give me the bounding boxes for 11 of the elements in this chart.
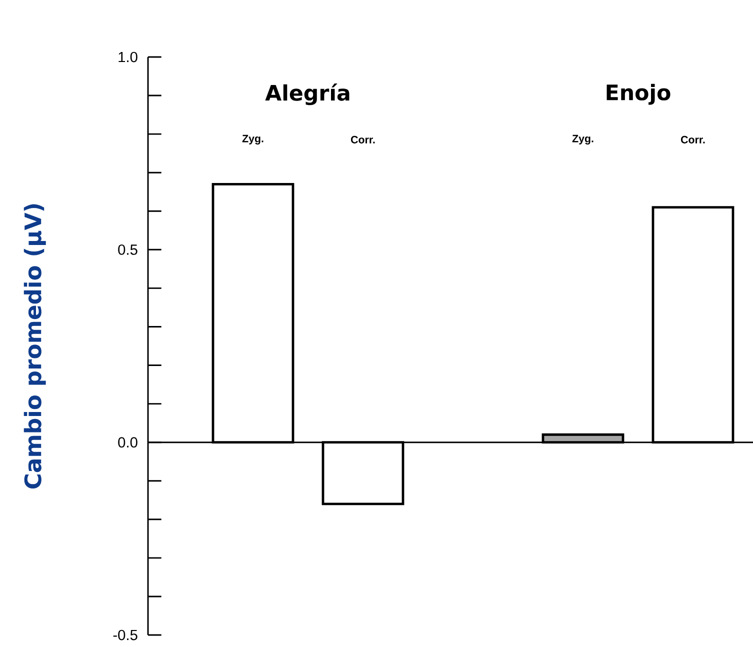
y-tick-label: 1.0: [118, 52, 138, 62]
annotation: Enojo: [606, 84, 670, 105]
y-axis-title: Cambio promedio (μV): [24, 204, 46, 489]
x-tick-label: Corr.: [680, 136, 705, 144]
x-tick-label: Corr.: [350, 136, 375, 144]
x-tick-label: Zyg.: [242, 134, 264, 144]
x-tick-label: Zyg.: [572, 134, 594, 144]
y-tick-label: 0.5: [118, 244, 138, 255]
annotation: Alegría: [265, 83, 350, 106]
y-tick-label: -0.5: [113, 630, 138, 640]
y-tick-label: 0.0: [118, 437, 138, 448]
